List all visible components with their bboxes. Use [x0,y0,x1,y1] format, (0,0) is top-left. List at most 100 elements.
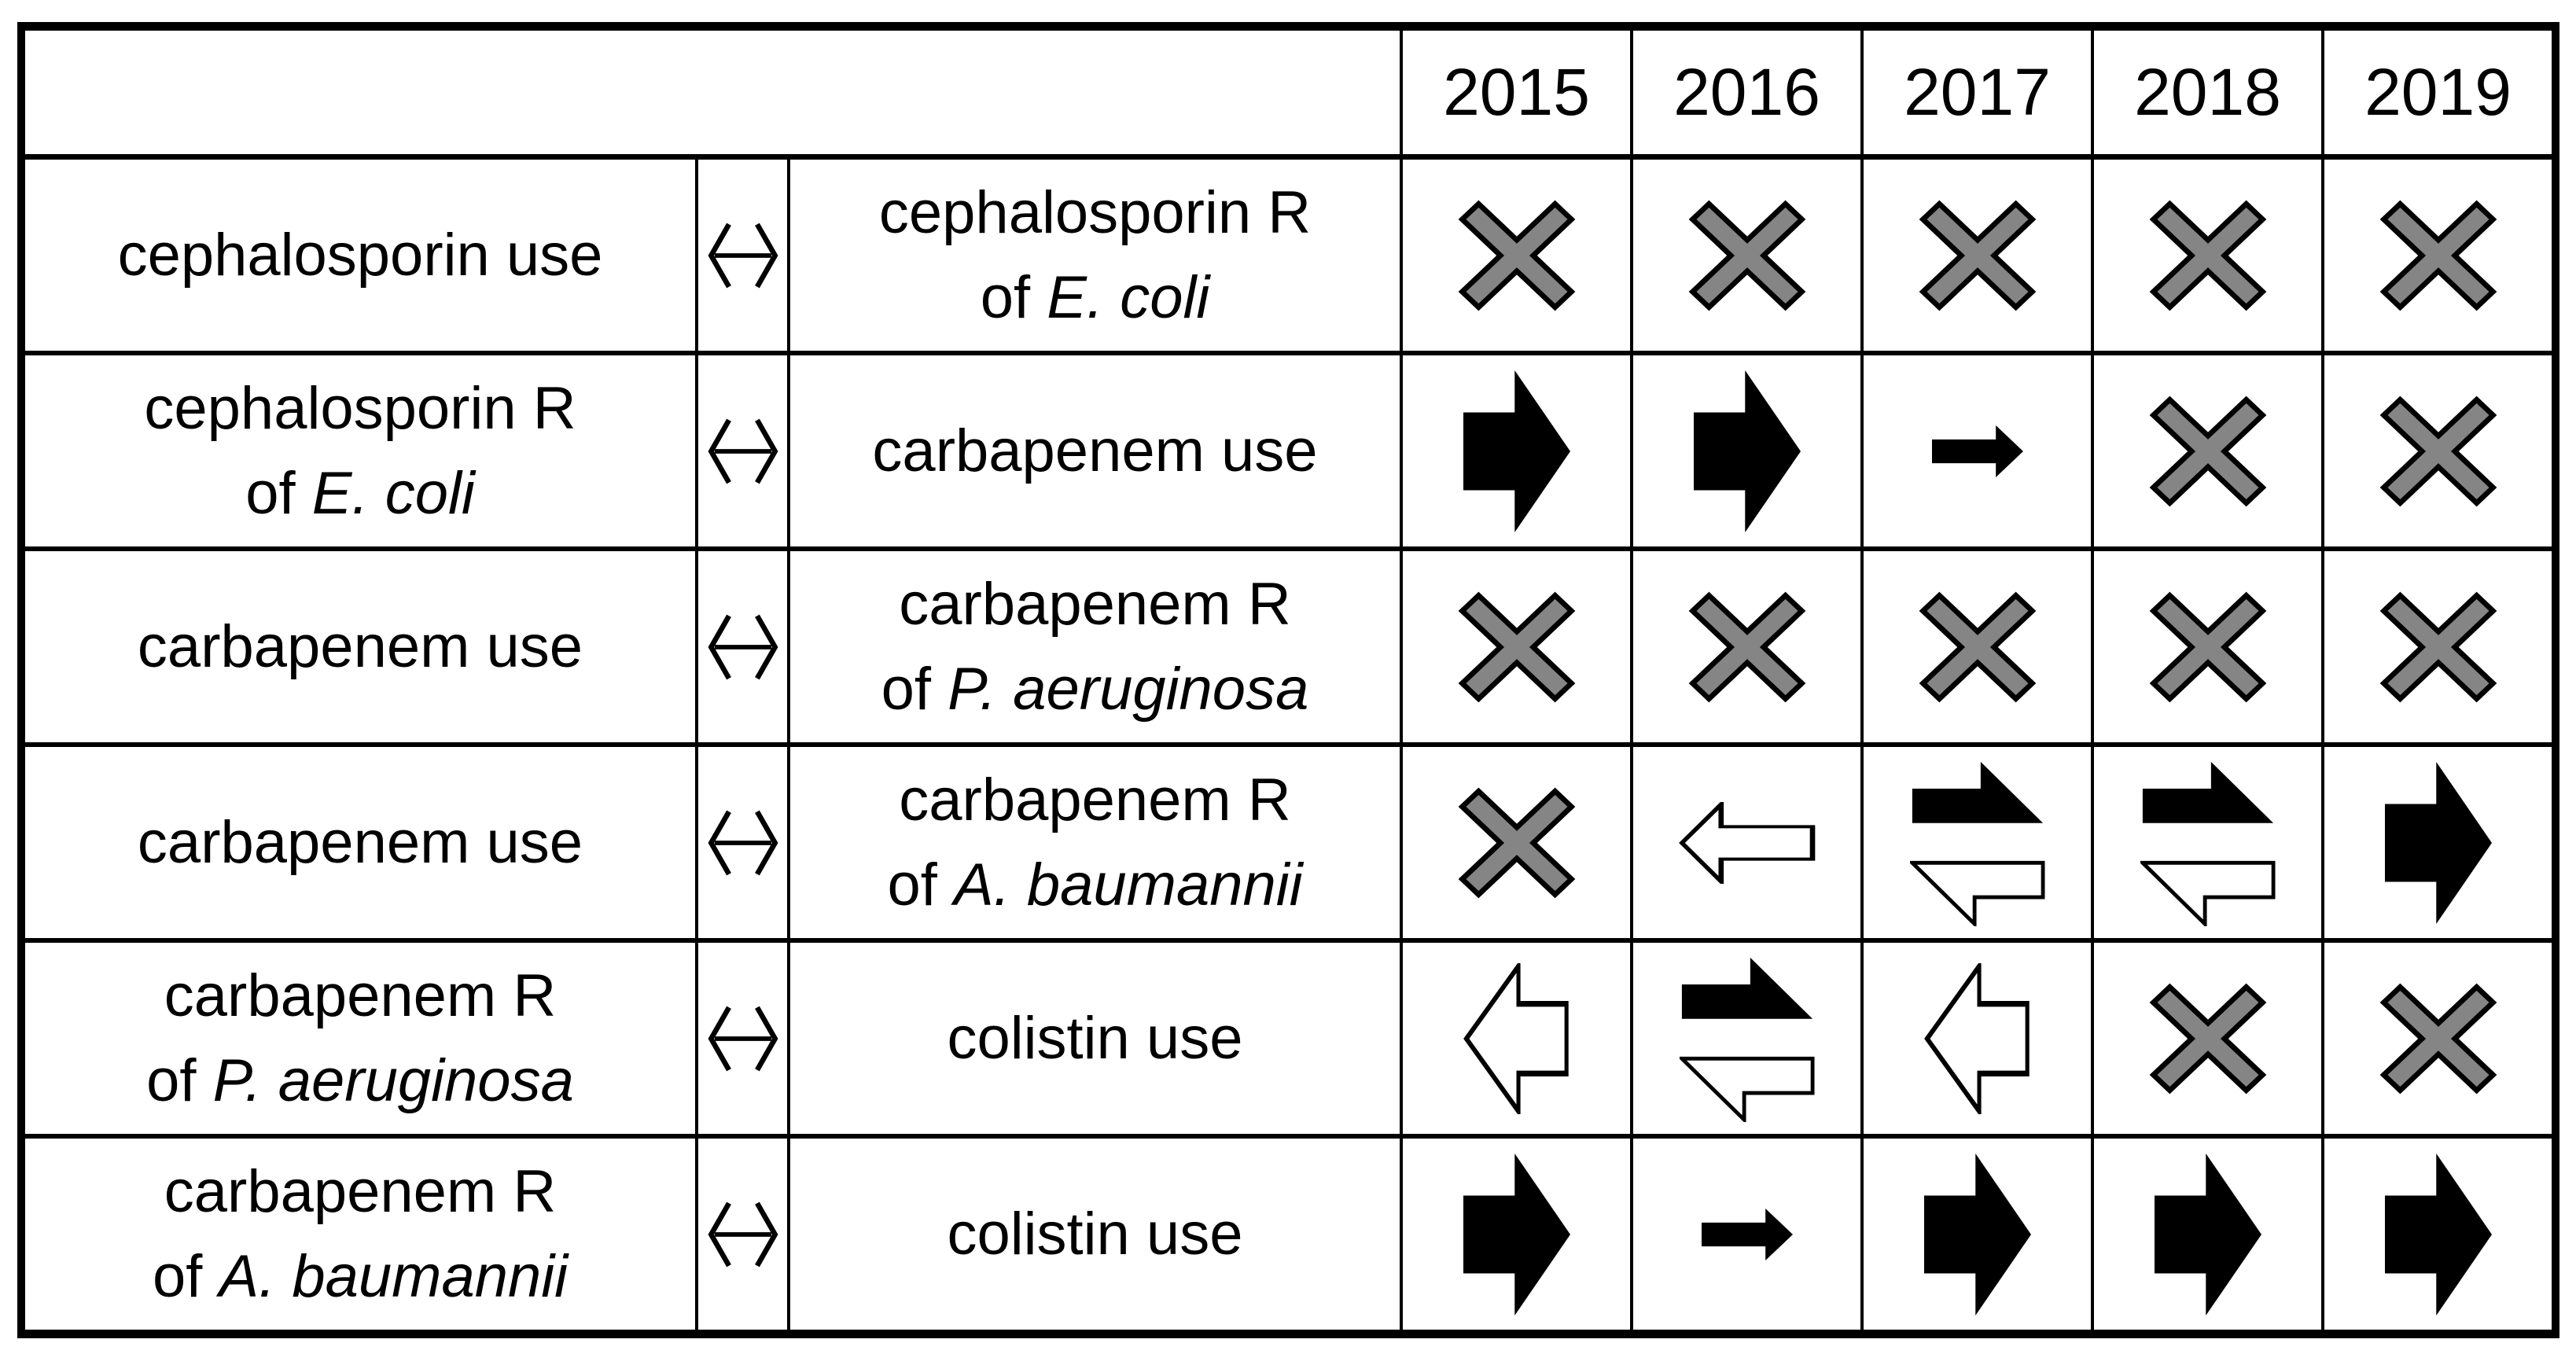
label-line: carbapenem R [899,758,1291,843]
species-name: E. coli [1047,263,1210,331]
year-label: 2019 [2364,55,2512,129]
label-line: of A. baumannii [887,843,1302,928]
left-variable-cell: carbapenem use [24,745,697,940]
year-label: 2018 [2134,55,2281,129]
symbol-cell-2017 [1862,549,2092,745]
label-line: cephalosporin R [144,366,576,451]
label-text: colistin use [947,1200,1243,1268]
symbol-cell-2018 [2092,940,2323,1136]
right-variable-cell: cephalosporin R of E. coli [789,157,1401,353]
cross-icon [1919,200,2036,311]
arrow-left-large-icon [1924,962,2030,1114]
arrow-right-large-icon [1923,1153,2031,1315]
symbol-cell-2016 [1632,157,1862,353]
label-text: cephalosporin R [144,374,576,442]
label-line: carbapenem use [138,605,583,690]
right-variable-cell: carbapenem use [789,353,1401,549]
symbol-cell-2019 [2323,745,2553,940]
cross-icon [1458,200,1575,311]
label-text: of [980,263,1047,331]
label-text: carbapenem R [899,766,1291,833]
year-header-2018: 2018 [2092,28,2323,157]
label-text: cephalosporin R [878,178,1312,246]
cross-icon [1458,787,1575,898]
year-header-2015: 2015 [1401,28,1632,157]
label-text: carbapenem use [137,613,583,680]
relation-cell [697,1136,789,1332]
label-line: carbapenem R [899,562,1291,647]
symbol-cell-2016 [1632,1136,1862,1332]
label-text: of [146,1047,213,1114]
label-text: carbapenem R [164,1157,557,1225]
left-variable-cell: cephalosporin R of E. coli [24,353,697,549]
label-text: of [887,851,954,918]
relation-cell [697,353,789,549]
label-text: carbapenem R [899,570,1291,638]
right-variable-cell: carbapenem R of A. baumannii [789,745,1401,940]
symbol-cell-2018 [2092,745,2323,940]
label-line: cephalosporin R [879,171,1311,256]
cross-icon [1688,591,1805,702]
species-name: P. aeruginosa [212,1047,574,1114]
left-variable-cell: cephalosporin use [24,157,697,353]
symbol-cell-2017 [1862,745,2092,940]
symbol-cell-2015 [1401,1136,1632,1332]
arrow-right-large-icon [1463,370,1570,532]
left-right-arrow-icon [708,810,778,875]
year-label: 2017 [1904,55,2051,129]
label-line: of P. aeruginosa [146,1039,574,1124]
left-right-arrow-icon [708,223,778,288]
cross-icon [2149,983,2266,1094]
label-line: of P. aeruginosa [881,647,1309,732]
year-header-2017: 2017 [1862,28,2092,157]
right-variable-cell: carbapenem R of P. aeruginosa [789,549,1401,745]
year-header-2019: 2019 [2323,28,2553,157]
arrow-left-medium-icon [1678,801,1815,884]
label-text: of [881,655,948,723]
arrow-right-large-icon [2384,761,2492,924]
cross-icon [1458,591,1575,702]
symbol-cell-2019 [2323,940,2553,1136]
cross-icon [2379,983,2497,1094]
symbol-cell-2019 [2323,549,2553,745]
left-right-arrow-icon [708,1201,778,1267]
label-text: cephalosporin use [117,221,603,289]
label-line: carbapenem use [138,800,583,885]
symbol-cell-2018 [2092,549,2323,745]
label-line: carbapenem use [872,409,1317,494]
symbol-cell-2016 [1632,745,1862,940]
symbol-cell-2015 [1401,549,1632,745]
cross-icon [2149,591,2266,702]
cross-icon [2379,200,2497,311]
relation-cell [697,157,789,353]
symbol-cell-2015 [1401,940,1632,1136]
arrow-right-large-icon [1463,1153,1570,1315]
right-variable-cell: colistin use [789,1136,1401,1332]
arrow-left-large-icon [1463,962,1569,1114]
left-variable-cell: carbapenem R of P. aeruginosa [24,940,697,1136]
year-label: 2015 [1443,55,1590,129]
species-name: A. baumannii [219,1242,569,1310]
label-text: of [245,459,312,527]
symbol-cell-2015 [1401,745,1632,940]
symbol-cell-2017 [1862,940,2092,1136]
relation-cell [697,549,789,745]
symbol-cell-2015 [1401,157,1632,353]
label-text: carbapenem use [872,417,1318,484]
symbol-cell-2017 [1862,353,2092,549]
right-variable-cell: colistin use [789,940,1401,1136]
label-line: cephalosporin use [118,213,603,298]
symbol-cell-2016 [1632,940,1862,1136]
symbol-cell-2017 [1862,1136,2092,1332]
label-line: carbapenem R [164,954,557,1039]
relation-cell [697,940,789,1136]
year-header-2016: 2016 [1632,28,1862,157]
cross-icon [2149,396,2266,506]
symbol-cell-2016 [1632,353,1862,549]
label-text: carbapenem R [164,962,557,1029]
symbol-cell-2018 [2092,353,2323,549]
cross-icon [2379,396,2497,506]
left-variable-cell: carbapenem use [24,549,697,745]
cross-icon [2379,591,2497,702]
label-text: colistin use [947,1004,1243,1072]
